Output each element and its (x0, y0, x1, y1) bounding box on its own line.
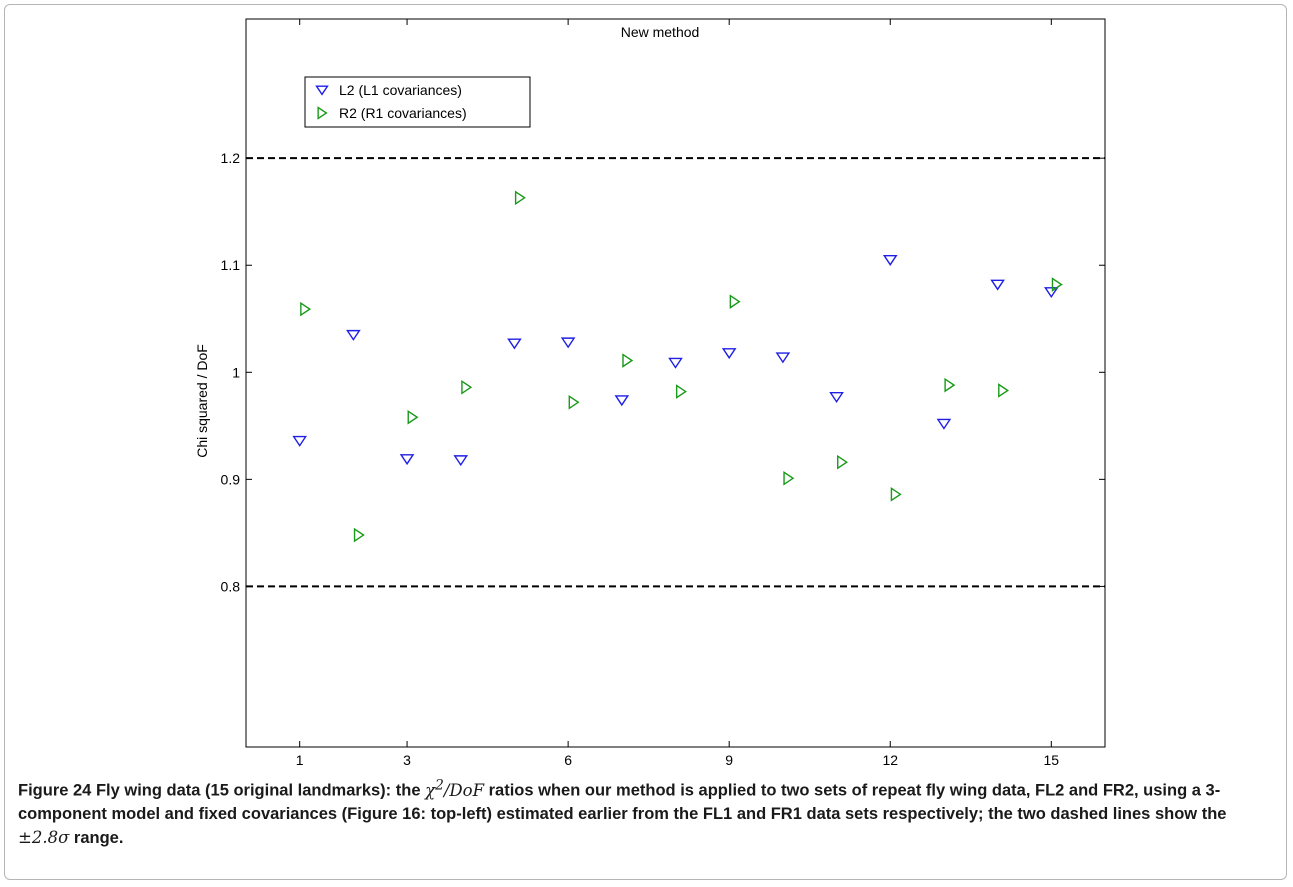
marker-series-1-point-9 (721, 348, 737, 360)
caption-chi: χ2/DoF (425, 777, 485, 800)
figure-caption: Figure 24 Fly wing data (15 original lan… (18, 774, 1268, 850)
y-axis: 0.8 0.9 1 1.1 1.2 (221, 150, 1105, 594)
chart-title: New method (621, 24, 700, 40)
plot-area (245, 18, 1106, 748)
marker-series-2-point-15 (1051, 277, 1063, 292)
marker-series-2-point-11 (837, 454, 848, 470)
marker-series-1-point-12 (882, 254, 898, 266)
marker-series-2-point-2 (353, 527, 365, 543)
marker-series-2-point-13 (944, 377, 956, 393)
caption-text-2: ratios when our method is applied to two… (18, 781, 1227, 823)
legend-box (304, 76, 531, 128)
y-tick-label: 1.1 (221, 257, 241, 273)
marker-series-2-point-14 (998, 383, 1010, 398)
x-tick-label: 6 (564, 752, 572, 768)
marker-series-1-point-3 (399, 454, 415, 466)
legend-marker-1 (315, 85, 329, 96)
legend: L2 (L1 covariances) R2 (R1 covariances) (304, 76, 531, 128)
legend-label-1: L2 (L1 covariances) (339, 82, 462, 98)
marker-series-2-point-5 (514, 190, 526, 206)
y-tick-label: 0.9 (221, 471, 241, 487)
y-axis-label: Chi squared / DoF (194, 344, 210, 458)
x-tick-label: 1 (296, 752, 304, 768)
marker-series-2-point-3 (407, 409, 419, 425)
legend-marker-2 (317, 106, 328, 120)
marker-series-2-point-1 (300, 301, 312, 317)
marker-series-2-point-8 (675, 384, 687, 399)
marker-series-1-point-8 (668, 357, 683, 369)
y-tick-label: 0.8 (221, 578, 241, 594)
marker-series-1-point-11 (829, 392, 844, 403)
marker-series-1-point-4 (453, 455, 469, 467)
marker-series-1-point-15 (1044, 287, 1059, 299)
marker-series-2-point-12 (890, 487, 902, 502)
y-tick-label: 1.2 (221, 150, 241, 166)
figure-frame (4, 4, 1287, 880)
marker-series-1-point-14 (990, 279, 1005, 291)
marker-series-2-point-9 (729, 294, 741, 309)
marker-series-2-point-10 (783, 470, 795, 486)
x-tick-label: 15 (1044, 752, 1060, 768)
legend-label-2: R2 (R1 covariances) (339, 105, 467, 121)
data-markers (292, 190, 1063, 543)
caption-text-1: Fly wing data (15 original landmarks): t… (91, 781, 426, 800)
marker-series-1-point-2 (346, 329, 361, 341)
marker-series-2-point-7 (622, 353, 634, 368)
reference-lines (246, 157, 1105, 588)
marker-series-1-point-7 (614, 395, 630, 407)
caption-range: ±2.8σ (18, 827, 70, 847)
marker-series-2-point-4 (461, 379, 473, 395)
x-tick-label: 3 (403, 752, 411, 768)
marker-series-1-point-6 (560, 337, 576, 349)
y-tick-label: 1 (232, 364, 240, 380)
marker-series-1-point-1 (292, 435, 307, 447)
marker-series-1-point-13 (936, 418, 952, 430)
x-tick-label: 12 (882, 752, 898, 768)
caption-text-3: range. (69, 828, 124, 847)
marker-series-1-point-5 (507, 338, 522, 350)
marker-series-2-point-6 (568, 394, 580, 410)
x-tick-label: 9 (725, 752, 733, 768)
x-axis-label: landmark (631, 768, 690, 770)
caption-label: Figure 24 (18, 781, 92, 800)
scatter-chart: New method 1 3 6 9 12 15 0.8 0.9 1 1.1 1.2 landma… (194, 18, 1106, 770)
x-axis: 1 3 6 9 12 15 (296, 19, 1060, 768)
marker-series-1-point-10 (775, 352, 791, 364)
